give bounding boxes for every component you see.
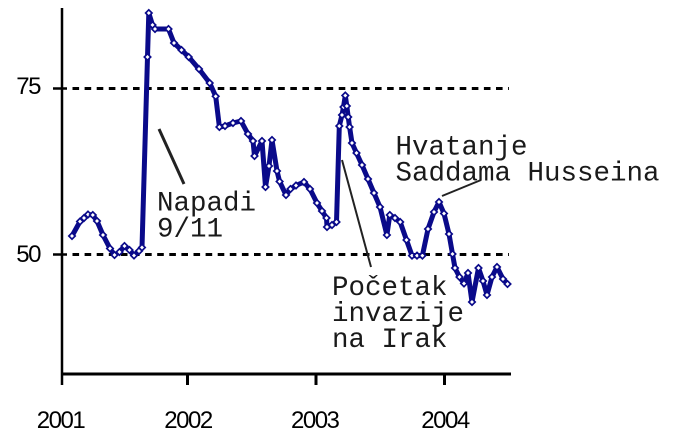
svg-text:2001: 2001 [37, 407, 86, 434]
svg-text:Hvatanje: Hvatanje [396, 133, 528, 164]
svg-text:75: 75 [16, 73, 41, 100]
svg-text:na Irak: na Irak [332, 325, 448, 356]
svg-text:Napadi: Napadi [157, 189, 256, 220]
svg-text:Početak: Početak [332, 273, 448, 304]
svg-text:invazije: invazije [332, 299, 464, 330]
svg-text:2002: 2002 [164, 407, 213, 434]
svg-text:2004: 2004 [421, 407, 470, 434]
svg-text:9/11: 9/11 [157, 215, 223, 246]
svg-text:50: 50 [16, 241, 41, 268]
svg-text:Saddama Husseina: Saddama Husseina [396, 159, 660, 190]
svg-text:2003: 2003 [291, 407, 340, 434]
